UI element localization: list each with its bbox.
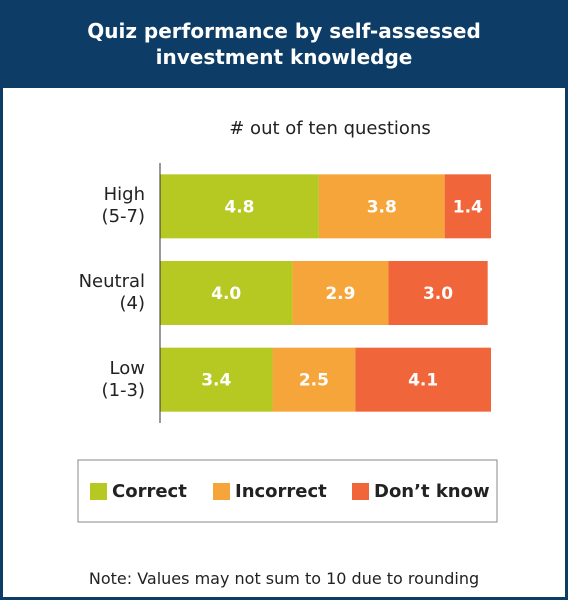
bar-segment <box>160 174 319 239</box>
bar-segment <box>160 261 293 325</box>
data-label: 4.8 <box>224 197 254 217</box>
data-label: 4.0 <box>211 284 241 304</box>
legend-swatch <box>352 483 369 500</box>
chart-subtitle: # out of ten questions <box>229 118 431 139</box>
bar-segment <box>318 174 445 239</box>
data-label: 1.4 <box>453 197 483 217</box>
data-label: 3.0 <box>423 284 453 304</box>
data-label: 2.5 <box>299 371 329 391</box>
data-label: 3.4 <box>201 371 231 391</box>
bar-segment <box>272 347 356 412</box>
legend-label: Correct <box>112 481 187 502</box>
y-tick-label: Neutral (4) <box>78 271 145 314</box>
data-label: 3.8 <box>367 197 397 217</box>
bar-segment <box>355 347 491 412</box>
legend-label: Incorrect <box>235 481 327 502</box>
data-label: 4.1 <box>408 371 438 391</box>
legend-swatch <box>213 483 230 500</box>
header-band <box>0 0 568 88</box>
note: Note: Values may not sum to 10 due to ro… <box>88 569 480 588</box>
bar-segment <box>444 174 491 239</box>
y-tick-label: High (5-7) <box>101 184 145 228</box>
chart-title: Quiz performance by self-assessed invest… <box>87 19 481 69</box>
legend-label: Don’t know <box>374 481 490 502</box>
bar-segment <box>160 347 273 412</box>
legend-box <box>77 459 498 523</box>
legend-swatch <box>90 483 107 500</box>
y-tick-label: Low (1-3) <box>101 357 145 401</box>
bar-segment <box>388 261 488 325</box>
data-label: 2.9 <box>325 284 355 304</box>
bar-segment <box>292 261 389 325</box>
